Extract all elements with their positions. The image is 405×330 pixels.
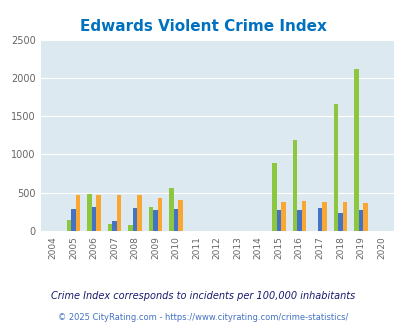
Bar [292, 140, 296, 231]
Bar [153, 210, 158, 231]
Bar [149, 207, 153, 231]
Bar [112, 221, 117, 231]
Bar [92, 207, 96, 231]
Bar [276, 210, 280, 231]
Bar [353, 69, 358, 231]
Bar [169, 188, 173, 231]
Bar [71, 209, 75, 231]
Bar [96, 195, 100, 231]
Bar [117, 195, 121, 231]
Bar [333, 104, 337, 231]
Bar [173, 209, 178, 231]
Text: © 2025 CityRating.com - https://www.cityrating.com/crime-statistics/: © 2025 CityRating.com - https://www.city… [58, 313, 347, 322]
Bar [75, 195, 80, 231]
Bar [128, 225, 132, 231]
Bar [107, 224, 112, 231]
Bar [342, 202, 346, 231]
Bar [271, 163, 276, 231]
Bar [301, 201, 305, 231]
Bar [87, 194, 92, 231]
Bar [178, 200, 183, 231]
Bar [158, 198, 162, 231]
Bar [321, 202, 326, 231]
Text: Crime Index corresponds to incidents per 100,000 inhabitants: Crime Index corresponds to incidents per… [51, 291, 354, 301]
Bar [358, 210, 362, 231]
Bar [296, 210, 301, 231]
Bar [362, 203, 367, 231]
Bar [337, 213, 342, 231]
Bar [137, 195, 141, 231]
Bar [66, 219, 71, 231]
Bar [317, 208, 321, 231]
Text: Edwards Violent Crime Index: Edwards Violent Crime Index [79, 19, 326, 34]
Bar [132, 208, 137, 231]
Bar [280, 202, 285, 231]
